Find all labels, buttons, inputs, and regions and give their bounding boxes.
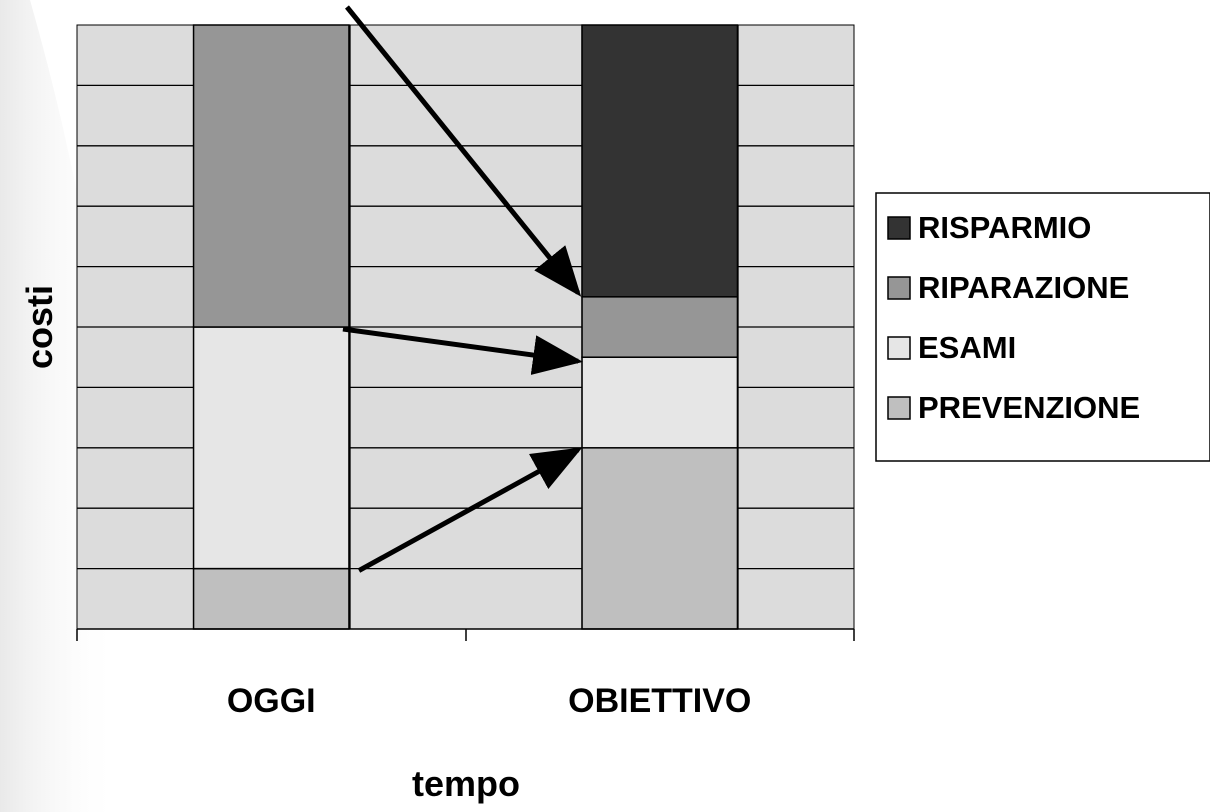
annotation-arrows (342, 5, 584, 573)
x-tick-label: OBIETTIVO (568, 682, 751, 720)
legend-box (875, 192, 1210, 462)
annotation-arrow (342, 326, 584, 375)
bar-segment-riparazione (192, 24, 350, 328)
legend-swatch (887, 336, 911, 360)
bar-segment-esami (581, 356, 739, 449)
bar-segment-risparmio (581, 24, 739, 298)
bar-segment-prevenzione (192, 567, 350, 630)
legend-entry: RIPARAZIONE (918, 270, 1129, 305)
legend: RISPARMIO RIPARAZIONE ESAMI PREVENZIONE (875, 192, 1210, 462)
bar-segment-riparazione (581, 296, 739, 358)
x-tick-label: OGGI (227, 682, 316, 720)
x-tick-labels: OGGI OBIETTIVO (227, 682, 752, 720)
legend-swatch (887, 216, 911, 240)
y-axis-label: costi (19, 285, 60, 369)
legend-entry: RISPARMIO (918, 210, 1091, 245)
legend-entry: PREVENZIONE (918, 390, 1140, 425)
plot-area: OGGI OBIETTIVO (76, 5, 855, 720)
legend-swatch (887, 396, 911, 420)
x-axis-label: tempo (412, 763, 520, 804)
legend-entry: ESAMI (918, 330, 1016, 365)
annotation-arrow (357, 447, 583, 573)
annotation-arrow (345, 5, 582, 297)
legend-swatch (887, 276, 911, 300)
bar-segment-prevenzione (581, 447, 739, 630)
bar-segment-esami (192, 326, 350, 570)
